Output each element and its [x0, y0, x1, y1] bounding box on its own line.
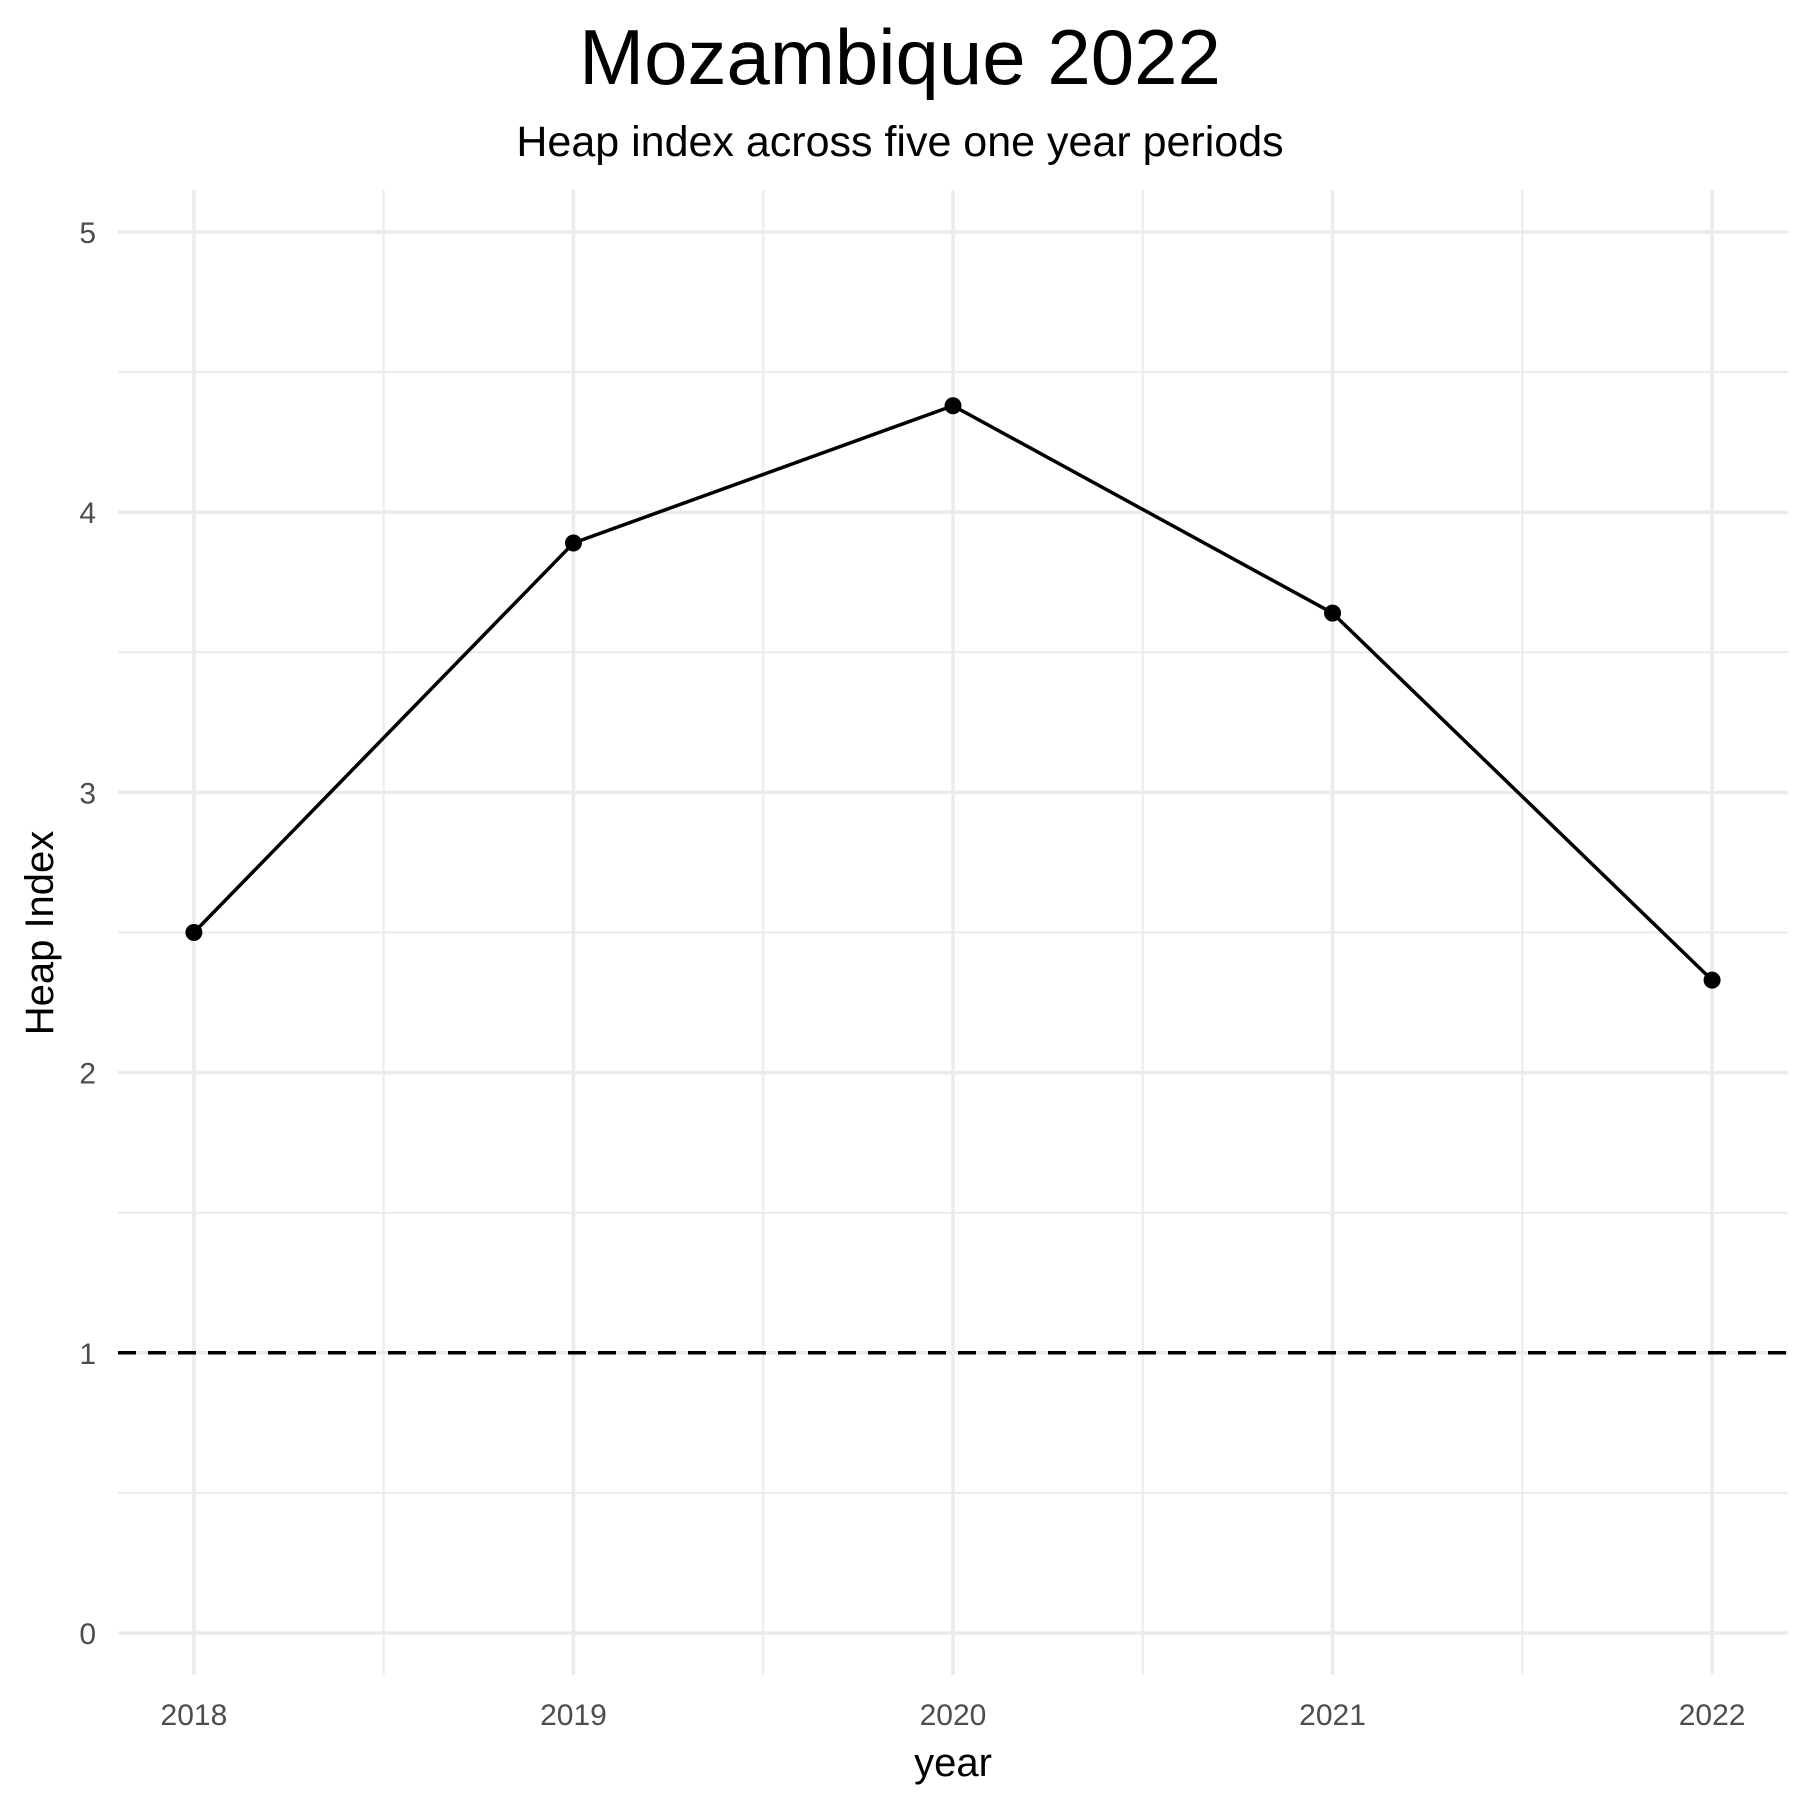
- y-axis-title: Heap Index: [18, 831, 62, 1036]
- data-point: [1324, 604, 1342, 622]
- x-tick-label: 2022: [1679, 1699, 1746, 1732]
- data-point: [944, 397, 962, 415]
- x-tick-label: 2020: [920, 1699, 987, 1732]
- x-tick-label: 2019: [540, 1699, 607, 1732]
- y-tick-label: 5: [79, 217, 96, 250]
- y-tick-label: 3: [79, 777, 96, 810]
- y-axis-ticks: 0 1 2 3 4 5: [79, 217, 96, 1651]
- y-tick-label: 4: [79, 497, 96, 530]
- x-axis-title: year: [914, 1741, 992, 1785]
- x-tick-label: 2021: [1299, 1699, 1366, 1732]
- y-tick-label: 1: [79, 1338, 96, 1371]
- chart-subtitle: Heap index across five one year periods: [516, 118, 1284, 166]
- x-axis-ticks: 2018 2019 2020 2021 2022: [161, 1699, 1746, 1732]
- chart-title: Mozambique 2022: [579, 13, 1221, 101]
- y-tick-label: 0: [79, 1618, 96, 1651]
- data-point: [1703, 971, 1721, 989]
- series-group: [185, 397, 1721, 989]
- data-point: [564, 534, 582, 552]
- y-tick-label: 2: [79, 1058, 96, 1091]
- x-tick-label: 2018: [161, 1699, 228, 1732]
- data-point: [185, 924, 203, 941]
